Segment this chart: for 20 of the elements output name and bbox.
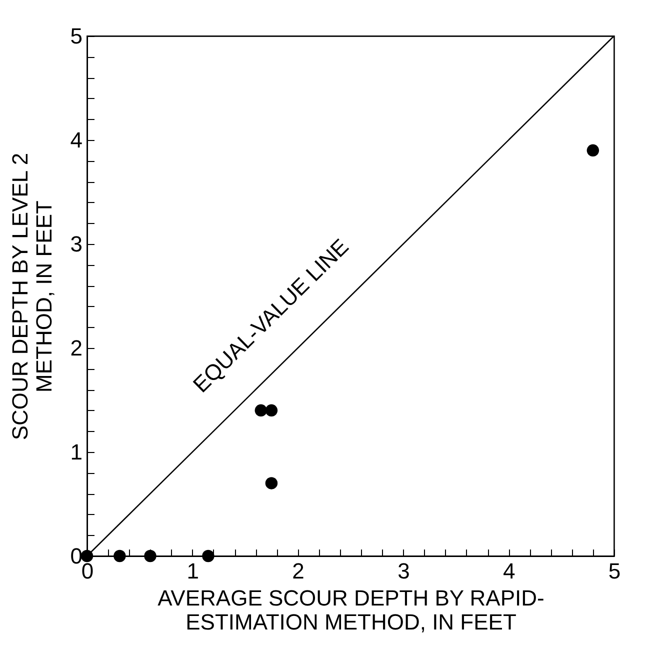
x-axis-title: AVERAGE SCOUR DEPTH BY RAPID- ESTIMATION METHOD, IN FEET — [158, 586, 544, 634]
y-tick-label: 1 — [70, 440, 82, 464]
point — [254, 404, 268, 417]
x-tick-label: 4 — [502, 558, 516, 584]
x-tick-label: 1 — [186, 558, 200, 584]
y-tick-label: 2 — [70, 336, 82, 360]
x-tick-label: 3 — [398, 558, 410, 584]
point — [144, 550, 156, 562]
y-tick-label: 3 — [70, 232, 82, 256]
point — [114, 550, 126, 562]
x-tick-label: 2 — [292, 558, 304, 584]
y-tick-label: 4 — [70, 128, 82, 152]
y-axis-title: SCOUR DEPTH BY LEVEL 2 METHOD, IN FEET — [7, 152, 56, 440]
point — [586, 144, 600, 157]
x-tick-label: 5 — [608, 558, 621, 584]
point — [265, 404, 278, 417]
point — [80, 550, 94, 562]
y-tick-label: 5 — [70, 24, 82, 48]
point — [202, 550, 214, 562]
point — [265, 477, 278, 490]
